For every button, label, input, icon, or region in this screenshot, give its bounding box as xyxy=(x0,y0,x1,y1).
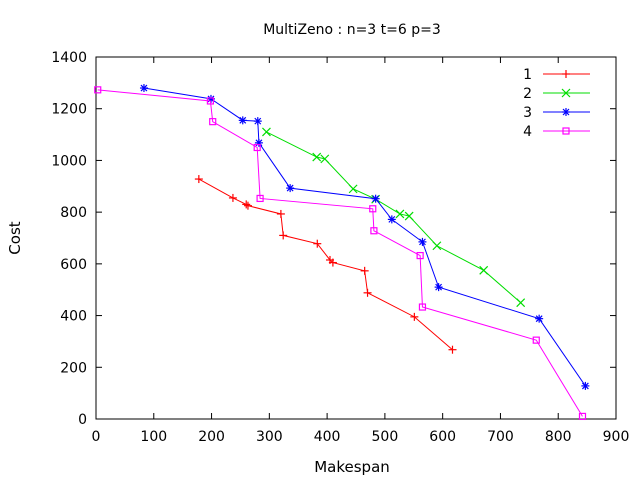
series-1-point xyxy=(194,175,203,184)
x-tick-label: 100 xyxy=(140,429,167,445)
series-1-point xyxy=(410,312,419,321)
legend-marker xyxy=(562,108,570,116)
x-tick-label: 200 xyxy=(198,429,225,445)
series-4-line xyxy=(97,89,583,417)
series-4-point xyxy=(369,205,377,213)
y-tick-label: 0 xyxy=(78,412,87,428)
y-tick-label: 800 xyxy=(60,205,87,221)
series-1-point xyxy=(360,266,369,275)
series-2-point xyxy=(479,265,489,275)
series-2-point xyxy=(404,211,414,221)
series-4-point xyxy=(416,251,424,260)
y-tick-label: 1400 xyxy=(51,50,87,66)
legend-label: 3 xyxy=(523,105,532,121)
series-layer xyxy=(94,84,590,421)
legend-item-1: 1 xyxy=(523,67,590,83)
series-2-point xyxy=(348,184,358,194)
series-1-point xyxy=(242,200,251,209)
legend-marker xyxy=(562,70,570,78)
series-4-point xyxy=(253,143,261,152)
series-1-point xyxy=(313,239,322,248)
plot-frame xyxy=(95,56,617,420)
series-4-point xyxy=(256,194,264,203)
legend-label: 2 xyxy=(523,86,532,102)
series-1-point xyxy=(228,193,237,202)
series-2-line xyxy=(266,131,521,304)
y-tick-label: 1200 xyxy=(51,102,87,118)
series-1-point xyxy=(328,258,337,267)
legend-item-2: 2 xyxy=(523,86,590,102)
series-4-point xyxy=(94,86,102,94)
series-2-point xyxy=(516,298,526,308)
series-4-point xyxy=(206,97,214,105)
series-2-point xyxy=(432,241,442,251)
series-2-point xyxy=(262,127,271,137)
series-3-point xyxy=(371,194,380,203)
y-tick-label: 400 xyxy=(60,309,87,325)
legend-marker xyxy=(562,127,570,135)
series-1-point xyxy=(363,288,372,297)
series-4-point xyxy=(370,227,378,235)
series-1-point xyxy=(279,231,288,240)
x-axis: 0 100 200 300 400 500 600 700 800 900 xyxy=(92,57,630,445)
x-tick-label: 700 xyxy=(487,429,514,445)
series-4 xyxy=(94,86,587,421)
x-tick-label: 600 xyxy=(429,429,456,445)
y-axis: 0 200 400 600 800 1000 1200 1400 xyxy=(51,50,616,428)
series-3-point xyxy=(254,138,263,147)
series-3-point xyxy=(535,314,544,323)
x-tick-label: 900 xyxy=(603,429,630,445)
series-3-point xyxy=(418,237,427,246)
series-3-point xyxy=(139,84,148,93)
series-2-point xyxy=(320,154,330,164)
y-axis-label: Cost xyxy=(6,221,24,254)
x-tick-label: 400 xyxy=(314,429,341,445)
series-1 xyxy=(194,175,457,354)
series-1-point xyxy=(243,201,252,210)
series-3-point xyxy=(253,117,262,126)
series-3-point xyxy=(434,283,443,292)
series-4-point xyxy=(578,412,587,421)
series-3-line xyxy=(143,87,586,387)
x-tick-label: 300 xyxy=(256,429,283,445)
series-4-point xyxy=(418,303,427,311)
legend-item-3: 3 xyxy=(523,105,590,121)
y-tick-label: 600 xyxy=(60,257,87,273)
series-3-point xyxy=(286,184,295,193)
legend-marker xyxy=(561,88,571,98)
legend-item-4: 4 xyxy=(523,124,590,140)
series-1-point xyxy=(448,345,457,354)
series-3-point xyxy=(238,116,247,125)
series-1-point xyxy=(276,209,285,218)
x-axis-label: Makespan xyxy=(314,458,390,476)
series-3 xyxy=(139,84,590,390)
y-tick-label: 200 xyxy=(60,360,87,376)
x-tick-label: 800 xyxy=(545,429,572,445)
chart-title: MultiZeno : n=3 t=6 p=3 xyxy=(263,22,441,38)
series-4-point xyxy=(209,118,217,126)
series-4-point xyxy=(532,336,540,344)
series-3-point xyxy=(387,215,396,224)
y-tick-label: 1000 xyxy=(51,153,87,169)
series-2-point xyxy=(395,209,405,219)
series-2-point xyxy=(312,152,322,162)
series-3-point xyxy=(581,381,590,390)
x-tick-label: 500 xyxy=(372,429,399,445)
legend-label: 1 xyxy=(523,67,532,83)
legend-label: 4 xyxy=(523,124,532,140)
legend: 1 2 3 4 xyxy=(523,67,590,140)
x-tick-label: 0 xyxy=(92,429,101,445)
